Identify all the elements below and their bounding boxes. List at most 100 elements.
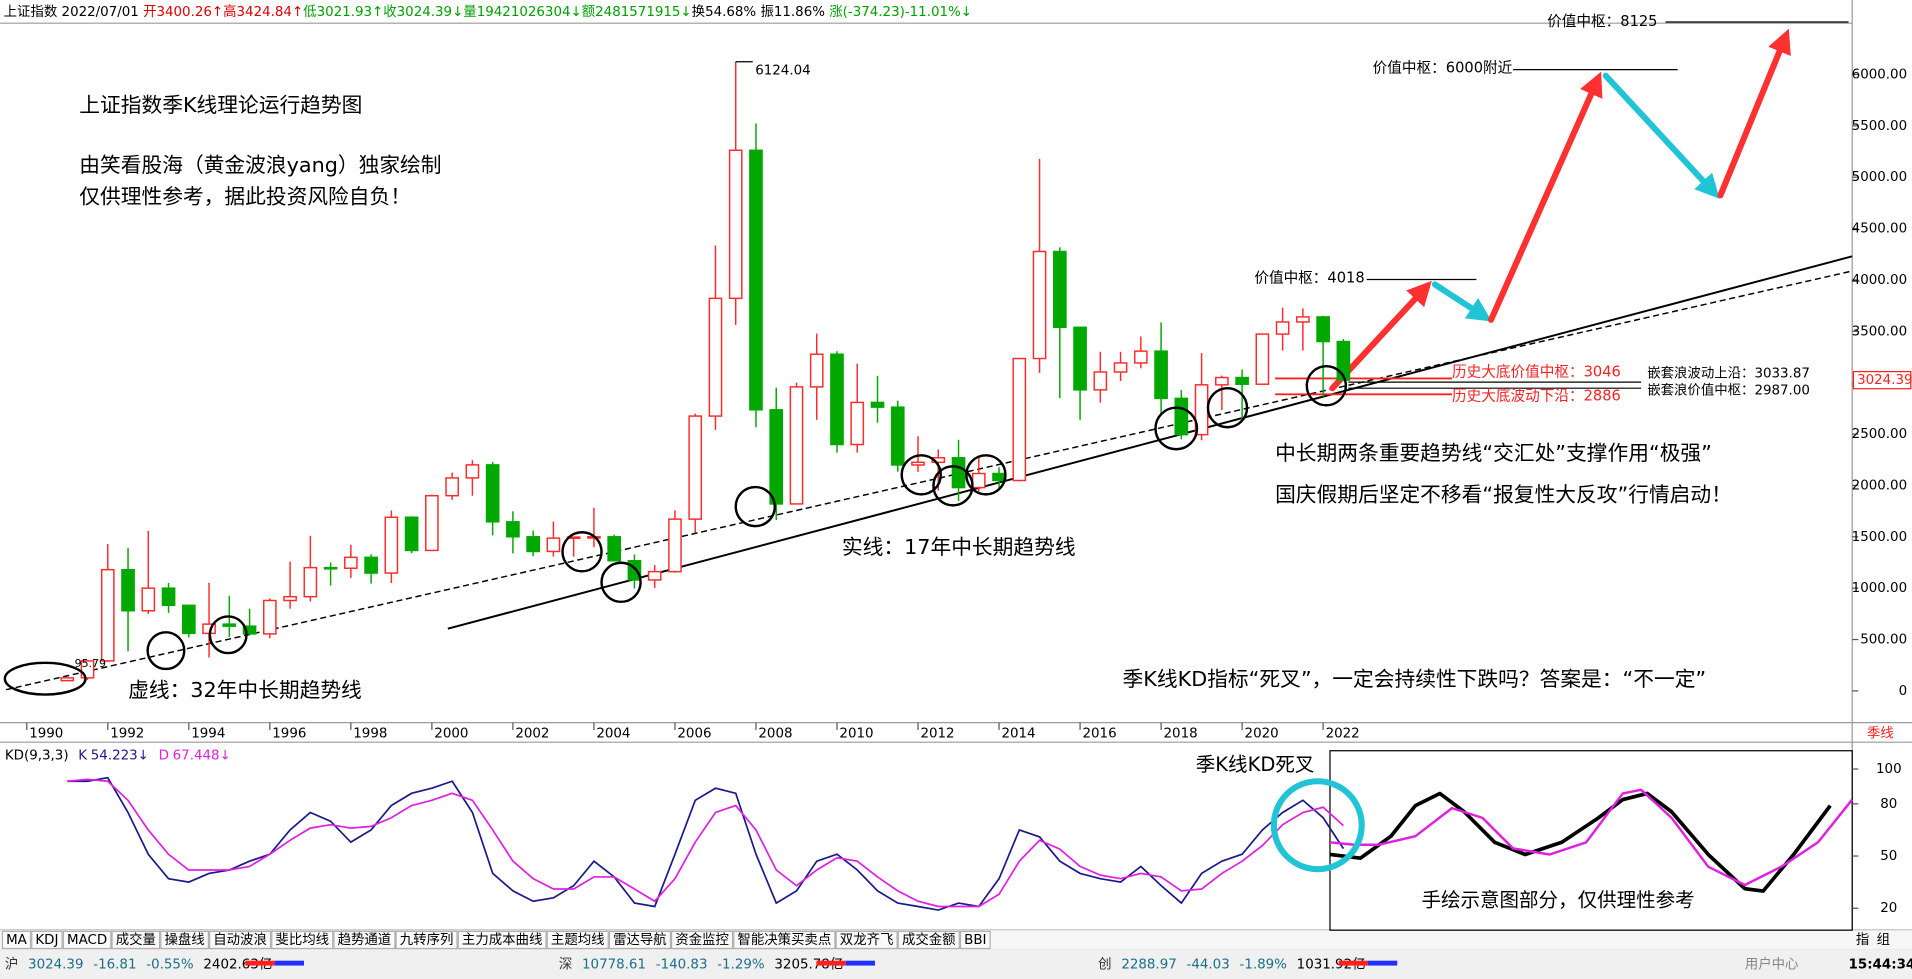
tab[interactable] (608, 930, 671, 950)
quote-field: 振11.86% (760, 4, 829, 20)
kd-lines (67, 776, 1345, 911)
candle-body (262, 599, 277, 635)
tab[interactable] (733, 930, 836, 950)
tab-label[interactable]: 成交量 (116, 931, 156, 948)
y-tick-label: 5500.00 (1852, 119, 1907, 134)
tab[interactable] (457, 930, 547, 950)
tab-label[interactable]: 操盘线 (164, 931, 204, 948)
tab-label[interactable]: 智能决策买卖点 (737, 931, 831, 948)
market-quote: 沪 3024.39 -16.81 -0.55% 2402.63亿 (5, 956, 272, 972)
toolbar-icon[interactable]: 组 (1877, 932, 1890, 948)
candle-body (445, 477, 459, 497)
kd-title: KD(9,3,3) (5, 749, 69, 764)
quote-field: 低3021.93↑ (303, 4, 383, 20)
market-value: -0.55% (146, 957, 193, 972)
candle-body (506, 521, 520, 538)
tab[interactable] (271, 930, 334, 950)
tab[interactable] (546, 930, 609, 950)
legend-direction: ↓ (220, 749, 231, 764)
market-label: 深 (559, 956, 572, 972)
candle-body (60, 677, 75, 682)
candle-body (222, 623, 237, 627)
tab-label[interactable]: 双龙齐飞 (840, 932, 894, 948)
candle-body (850, 401, 865, 446)
up-bar (1338, 960, 1368, 966)
market-label: 沪 (5, 956, 18, 972)
quote-field: 2022/07/01 (57, 5, 143, 20)
tab-label[interactable]: 主题均线 (551, 932, 605, 948)
tab[interactable] (835, 930, 898, 950)
y-tick-label: 100 (1876, 762, 1902, 777)
hand-drawn-k (1329, 791, 1832, 893)
user-center[interactable]: 用户中心 (1745, 955, 1799, 972)
kd-line (67, 776, 1345, 911)
cross-circle (1270, 778, 1365, 873)
tab-label[interactable]: MACD (67, 933, 107, 948)
quote-field: 涨(-374.23)-11.01%↓ (829, 4, 972, 20)
highlight-circles (3, 364, 1348, 696)
tab-label[interactable]: BBI (964, 933, 986, 948)
candle-body (749, 149, 763, 411)
tab[interactable] (333, 930, 396, 950)
tab[interactable] (670, 930, 734, 950)
y-tick-label: 0 (1899, 684, 1908, 699)
down-bar (1367, 960, 1398, 966)
candle-body (404, 516, 419, 552)
candle-body (911, 461, 925, 466)
bottom-label: 历史大底价值中枢：3046 (1452, 363, 1621, 380)
x-tick-label: 2006 (677, 727, 711, 742)
candle-body (1215, 376, 1229, 386)
tab[interactable] (1, 930, 32, 950)
candle-body (1113, 362, 1128, 373)
peak-label: 6124.04 (755, 63, 810, 78)
tab[interactable] (395, 930, 458, 950)
tab-label[interactable]: MA (6, 933, 28, 948)
tab-label[interactable]: 雷达导航 (613, 932, 667, 948)
tab[interactable] (897, 930, 960, 950)
tab[interactable] (160, 930, 209, 950)
market-value: -44.03 (1187, 957, 1230, 972)
candle-body (1316, 316, 1330, 343)
tab-label[interactable]: 主力成本曲线 (462, 932, 542, 948)
x-tick-label: 2008 (758, 727, 792, 742)
tab-label[interactable]: 成交金额 (902, 931, 956, 948)
solid-trend-line (447, 255, 1853, 630)
x-tick-label: 1998 (353, 727, 387, 742)
solid-line-label: 实线：17年中长期趋势线 (842, 535, 1076, 559)
x-tick-label: 2014 (1001, 727, 1035, 742)
candle-body (181, 604, 196, 635)
bottom-level-lines (1275, 377, 1452, 396)
tab[interactable] (62, 930, 112, 950)
x-tick-label: 2022 (1326, 727, 1360, 742)
tab-label[interactable]: 斐比均线 (275, 932, 329, 948)
candle-body (100, 568, 115, 662)
tab[interactable] (31, 930, 63, 950)
candle-body (303, 566, 318, 598)
tab[interactable] (959, 930, 991, 950)
tab-label[interactable]: 九转序列 (400, 932, 454, 948)
candle-body (870, 401, 885, 408)
kd-cross-label: 季K线KD死叉 (1196, 753, 1315, 776)
kd-header: KD(9,3,3) K 54.223↓ D 67.448↓ (5, 749, 231, 764)
tab-label[interactable]: 资金监控 (675, 932, 729, 948)
tab[interactable] (111, 930, 161, 950)
tab[interactable] (208, 930, 272, 950)
question-note: 季K线KD指标“死叉”，一定会持续性下跌吗？答案是：“不一定” (1123, 667, 1707, 691)
candle-body (708, 297, 723, 417)
candle-body (1133, 350, 1148, 364)
market-value: -16.81 (93, 957, 136, 972)
candle-body (283, 595, 297, 602)
x-tick-label: 1992 (110, 727, 144, 742)
toolbar-icon[interactable]: 指 (1856, 932, 1869, 948)
candle-body (323, 566, 338, 570)
hand-drawn-label: 手绘示意图部分，仅供理性参考 (1421, 888, 1694, 911)
tab-label[interactable]: 趋势通道 (338, 932, 392, 948)
quote-field: 上证指数 (4, 4, 58, 20)
tab-label[interactable]: KDJ (35, 933, 58, 948)
tab-label[interactable]: 自动波浪 (213, 932, 267, 948)
candle-body (688, 415, 703, 520)
candle-body (1154, 350, 1168, 400)
last-price-box (1852, 371, 1912, 390)
y-tick-label: 4000.00 (1852, 273, 1907, 288)
